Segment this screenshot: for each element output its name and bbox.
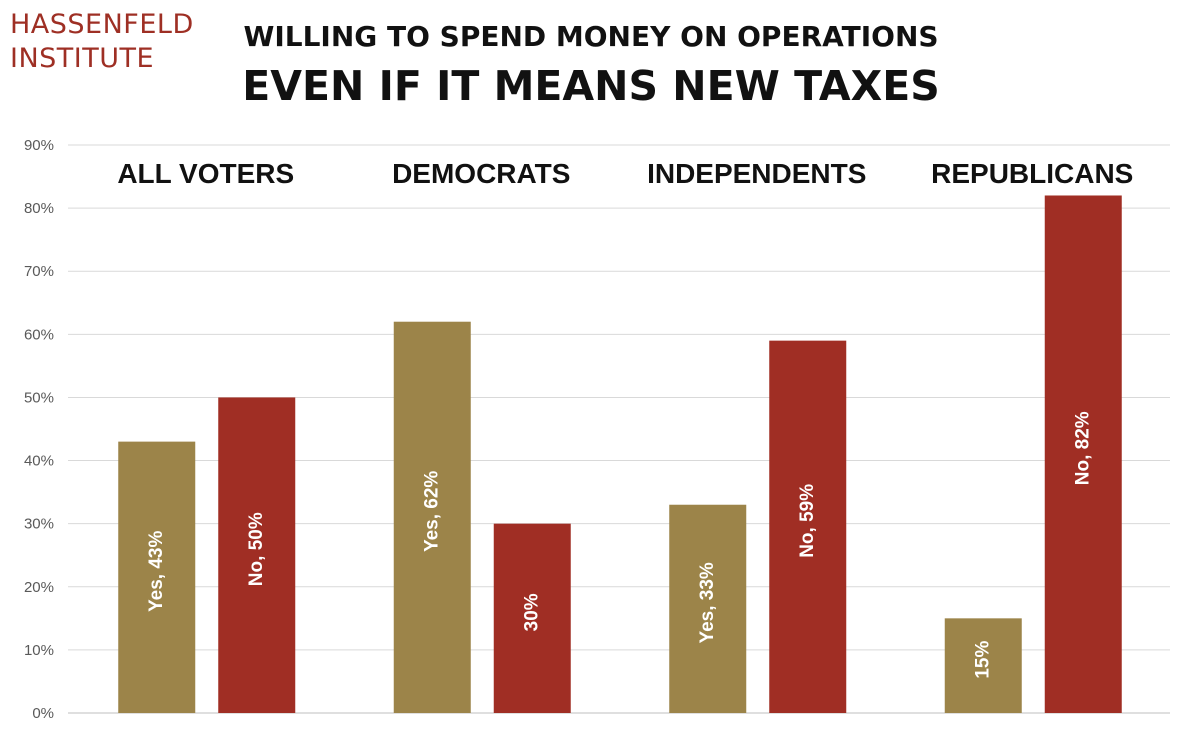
category-label: DEMOCRATS: [392, 158, 570, 189]
y-tick-label: 90%: [24, 137, 54, 154]
data-label: Yes, 43%: [146, 531, 167, 612]
y-tick-label: 40%: [24, 453, 54, 470]
yes-bar: [669, 504, 747, 713]
chart-subtitle: EVEN IF IT MEANS NEW TAXES: [242, 62, 940, 110]
no-bar: [1044, 195, 1122, 713]
data-label: No, 59%: [797, 484, 818, 558]
yes-bar: [944, 618, 1022, 713]
y-tick-label: 20%: [24, 579, 54, 596]
y-tick-label: 0%: [32, 705, 54, 722]
data-label: No, 82%: [1073, 411, 1094, 485]
y-tick-label: 10%: [24, 642, 54, 659]
logo-line-2: INSTITUTE: [10, 43, 155, 74]
yes-bar: [118, 441, 196, 713]
category-label: ALL VOTERS: [117, 158, 294, 189]
category-label: INDEPENDENTS: [647, 158, 866, 189]
y-tick-label: 60%: [24, 326, 54, 343]
data-label: Yes, 62%: [422, 471, 443, 552]
y-tick-label: 80%: [24, 200, 54, 217]
y-tick-label: 50%: [24, 389, 54, 406]
data-label: Yes, 33%: [697, 562, 718, 643]
chart-title: WILLING TO SPEND MONEY ON OPERATIONS: [243, 20, 939, 53]
no-bar: [218, 397, 296, 713]
yes-bar: [393, 321, 471, 713]
category-label: REPUBLICANS: [931, 158, 1133, 189]
institute-logo: HASSENFELD INSTITUTE: [10, 8, 194, 76]
y-tick-label: 70%: [24, 263, 54, 280]
no-bar: [769, 340, 847, 713]
no-bar: [493, 523, 571, 713]
data-label: No, 50%: [246, 512, 267, 586]
data-label: 30%: [522, 593, 543, 631]
logo-line-1: HASSENFELD: [10, 9, 194, 40]
y-tick-label: 30%: [24, 516, 54, 533]
data-label: 15%: [973, 641, 994, 679]
